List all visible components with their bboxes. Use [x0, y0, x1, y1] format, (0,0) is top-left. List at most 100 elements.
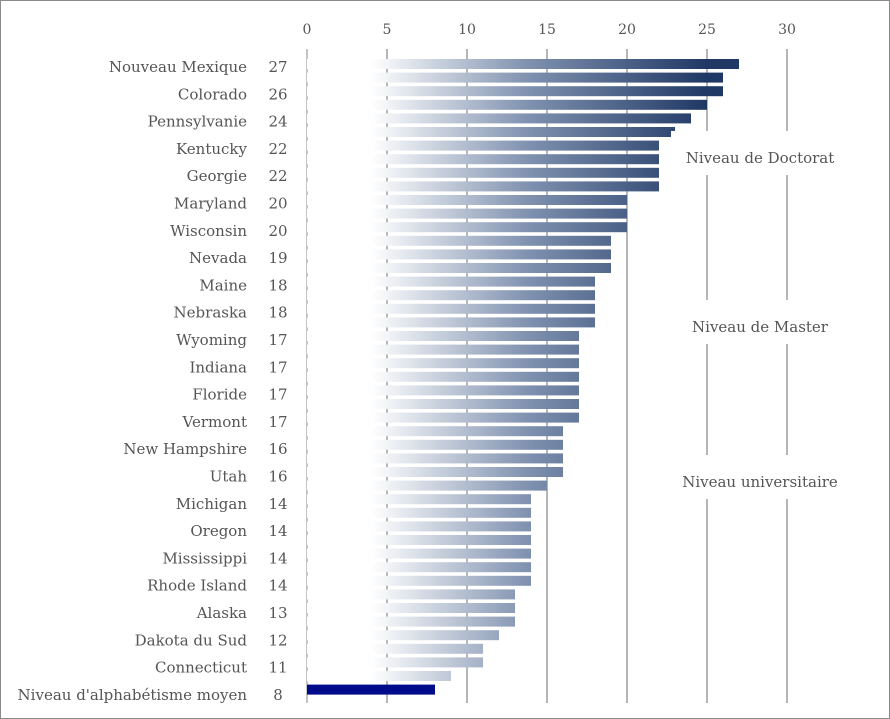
bar: [307, 467, 563, 477]
x-tick-label: 5: [383, 22, 392, 38]
bar: [307, 480, 547, 491]
category-label: Pennsylvanie: [148, 113, 247, 131]
x-tick-label: 10: [458, 22, 476, 38]
value-label: 17: [268, 413, 287, 431]
category-label: Nevada: [189, 249, 247, 267]
value-label: 19: [268, 249, 287, 267]
bar: [307, 263, 611, 273]
bar: [307, 630, 499, 641]
value-label: 16: [268, 440, 287, 458]
value-label: 26: [268, 85, 287, 103]
value-label: 16: [268, 468, 287, 486]
category-label: Wyoming: [176, 331, 247, 349]
value-label: 14: [268, 495, 287, 513]
bar: [307, 535, 531, 545]
value-label: 12: [268, 631, 287, 649]
bar: [307, 195, 627, 205]
category-label: Mississippi: [162, 549, 247, 567]
x-tick-label: 0: [303, 22, 312, 38]
bar: [307, 643, 483, 654]
value-label: 18: [268, 304, 287, 322]
bar: [307, 276, 595, 287]
value-label: 13: [268, 604, 287, 622]
bar: [307, 453, 563, 464]
bar: [307, 167, 659, 178]
bar: [307, 99, 707, 110]
level-annotation: Niveau de Doctorat: [686, 149, 835, 167]
x-tick-label: 15: [538, 22, 556, 38]
bar: [307, 59, 739, 69]
bar: [307, 575, 531, 586]
value-label: 14: [268, 522, 287, 540]
category-label: Georgie: [187, 167, 247, 185]
bar: [307, 616, 515, 627]
annotation-background: [671, 455, 865, 499]
value-label: 20: [268, 222, 287, 240]
category-label: Alaska: [196, 604, 247, 622]
annotation-background: [671, 300, 865, 344]
category-label: Oregon: [190, 522, 247, 540]
bar: [307, 589, 515, 600]
bar: [307, 249, 611, 260]
bar: [307, 140, 659, 151]
x-tick-label: 25: [698, 22, 716, 38]
category-label: Vermont: [182, 413, 247, 431]
value-label: 14: [268, 549, 287, 567]
category-label: Kentucky: [176, 140, 248, 158]
bar: [307, 371, 579, 382]
bar: [307, 412, 579, 423]
bar: [307, 657, 483, 668]
bar: [307, 222, 627, 233]
bar: [307, 358, 579, 369]
category-label: Wisconsin: [170, 222, 247, 240]
bar: [307, 399, 579, 409]
category-label: Maine: [199, 276, 247, 294]
category-label: Connecticut: [155, 659, 247, 677]
value-label: 22: [268, 167, 287, 185]
highlight-bar: [307, 684, 435, 695]
category-label: Nouveau Mexique: [109, 58, 247, 76]
bar: [307, 439, 563, 450]
bar: [307, 72, 723, 83]
category-label: Maryland: [174, 195, 247, 213]
value-label: 17: [268, 386, 287, 404]
bar: [307, 344, 579, 355]
bar: [307, 548, 531, 559]
value-label: 24: [268, 113, 287, 131]
category-label: Utah: [210, 468, 248, 486]
bar: [307, 235, 611, 246]
value-label: 11: [268, 659, 287, 677]
level-annotation: Niveau de Master: [692, 318, 829, 336]
category-label: Nebraska: [174, 304, 248, 322]
bar: [307, 426, 563, 437]
category-label: Dakota du Sud: [135, 631, 248, 649]
value-label: 18: [268, 276, 287, 294]
bar: [307, 521, 531, 532]
category-label: Colorado: [178, 85, 247, 103]
value-label: 20: [268, 195, 287, 213]
value-label: 22: [268, 140, 287, 158]
bar: [307, 290, 595, 301]
bar: [307, 181, 659, 192]
value-label: 17: [268, 358, 287, 376]
bar: [307, 208, 627, 219]
x-tick-label: 30: [778, 22, 796, 38]
value-label: 17: [268, 331, 287, 349]
category-label: Indiana: [189, 358, 247, 376]
category-label: Niveau d'alphabétisme moyen: [18, 686, 248, 704]
bar: [307, 603, 515, 613]
bar: [307, 385, 579, 396]
bar: [307, 154, 659, 165]
category-label: New Hampshire: [123, 440, 247, 458]
category-label: Rhode Island: [147, 577, 247, 595]
bar: [307, 127, 675, 137]
value-label: 8: [273, 686, 283, 704]
bar: [307, 303, 595, 314]
x-tick-label: 20: [618, 22, 636, 38]
category-label: Floride: [192, 386, 247, 404]
bar: [307, 113, 691, 124]
bar: [307, 317, 595, 328]
annotation-background: [671, 131, 865, 175]
